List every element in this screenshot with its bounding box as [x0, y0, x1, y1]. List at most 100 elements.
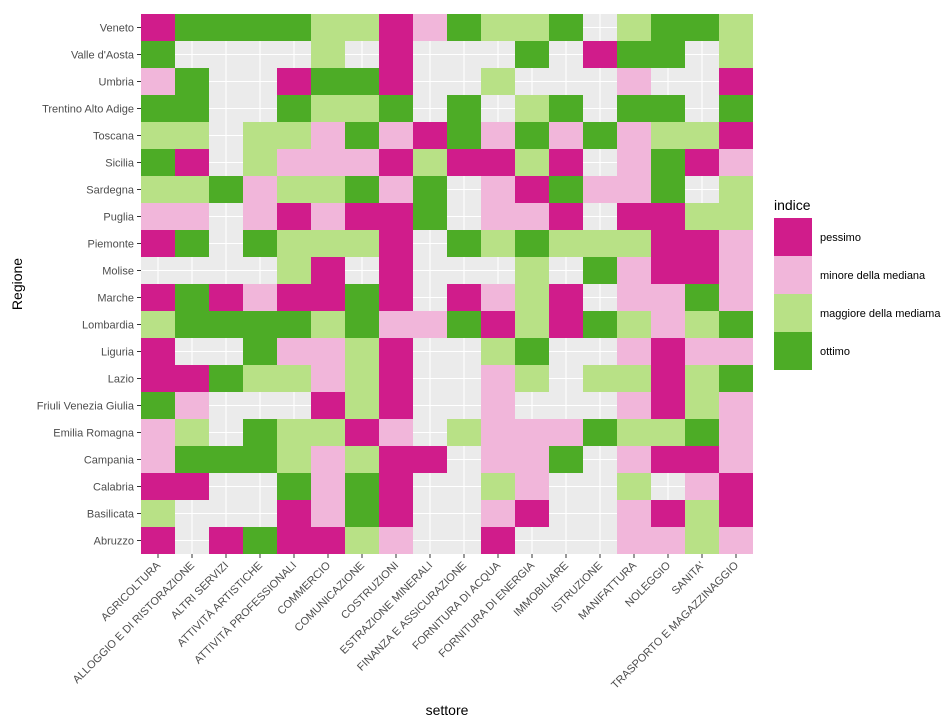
heatmap-cell	[719, 41, 753, 68]
heatmap-cell	[515, 176, 549, 203]
heatmap-cell	[617, 14, 651, 41]
y-tick-label: Sardegna	[86, 185, 135, 197]
heatmap-cell	[379, 338, 413, 365]
heatmap-cell	[617, 122, 651, 149]
heatmap-cell	[379, 149, 413, 176]
heatmap-cell	[141, 41, 175, 68]
heatmap-cell	[515, 41, 549, 68]
y-axis-title: Regione	[9, 258, 25, 310]
heatmap-cell	[379, 176, 413, 203]
heatmap-cell	[141, 392, 175, 419]
heatmap-cell	[515, 149, 549, 176]
heatmap-cell	[311, 41, 345, 68]
heatmap-cell	[413, 122, 447, 149]
heatmap-cell	[379, 122, 413, 149]
heatmap-cell	[379, 473, 413, 500]
heatmap-cell	[345, 473, 379, 500]
heatmap-cell	[379, 68, 413, 95]
heatmap-cell	[311, 419, 345, 446]
heatmap-cell	[141, 176, 175, 203]
heatmap-cell	[685, 257, 719, 284]
heatmap-cell	[175, 284, 209, 311]
heatmap-cell	[617, 284, 651, 311]
heatmap-cell	[719, 311, 753, 338]
y-tick-label: Puglia	[103, 212, 134, 224]
heatmap-cell	[277, 527, 311, 554]
heatmap-cell	[175, 14, 209, 41]
heatmap-cell	[481, 149, 515, 176]
legend-label: minore della mediana	[820, 270, 926, 282]
heatmap-cell	[379, 311, 413, 338]
heatmap-cell	[515, 311, 549, 338]
heatmap-cell	[481, 311, 515, 338]
y-tick-label: Marche	[97, 293, 134, 305]
heatmap-cell	[549, 14, 583, 41]
heatmap-cell	[719, 203, 753, 230]
heatmap-cell	[617, 527, 651, 554]
heatmap-cell	[141, 365, 175, 392]
heatmap-cell	[549, 419, 583, 446]
heatmap-cell	[447, 14, 481, 41]
legend-label: ottimo	[820, 346, 850, 358]
heatmap-cell	[651, 149, 685, 176]
heatmap-cell	[515, 122, 549, 149]
heatmap-cell	[141, 446, 175, 473]
heatmap-cell	[141, 473, 175, 500]
heatmap-cell	[243, 527, 277, 554]
heatmap-cell	[651, 527, 685, 554]
heatmap-cell	[243, 311, 277, 338]
heatmap-cell	[651, 392, 685, 419]
heatmap-cell	[243, 122, 277, 149]
heatmap-cell	[515, 203, 549, 230]
heatmap-cell	[651, 122, 685, 149]
heatmap-cell	[617, 230, 651, 257]
heatmap-cell	[719, 392, 753, 419]
heatmap-cell	[617, 68, 651, 95]
heatmap-cell	[277, 284, 311, 311]
heatmap-cell	[209, 176, 243, 203]
heatmap-cell	[277, 14, 311, 41]
heatmap-cell	[277, 203, 311, 230]
heatmap-cell	[175, 365, 209, 392]
heatmap-cell	[345, 149, 379, 176]
heatmap-cell	[311, 122, 345, 149]
heatmap-cell	[379, 446, 413, 473]
heatmap-cell	[515, 338, 549, 365]
heatmap-cell	[651, 257, 685, 284]
heatmap-cell	[175, 203, 209, 230]
heatmap-cell	[719, 257, 753, 284]
heatmap-cell	[175, 149, 209, 176]
heatmap-cell	[719, 176, 753, 203]
heatmap-cell	[345, 203, 379, 230]
heatmap-cell	[549, 149, 583, 176]
heatmap-cell	[617, 392, 651, 419]
heatmap-cell	[379, 230, 413, 257]
heatmap-cell	[345, 122, 379, 149]
heatmap-cell	[277, 311, 311, 338]
heatmap-cell	[311, 284, 345, 311]
x-tick-label: ALLOGGIO E DI RISTORAZIONE	[71, 560, 197, 686]
heatmap-cell	[243, 338, 277, 365]
heatmap-cell	[651, 203, 685, 230]
heatmap-cell	[243, 203, 277, 230]
heatmap-cell	[617, 257, 651, 284]
heatmap-cell	[617, 149, 651, 176]
heatmap-cell	[481, 446, 515, 473]
y-tick-label: Lombardia	[82, 320, 135, 332]
heatmap-cell	[379, 41, 413, 68]
heatmap-cell	[719, 230, 753, 257]
heatmap-cell	[413, 203, 447, 230]
heatmap-cell	[209, 284, 243, 311]
heatmap-cell	[243, 230, 277, 257]
heatmap-cell	[515, 230, 549, 257]
heatmap-cell	[379, 527, 413, 554]
heatmap-cell	[311, 14, 345, 41]
heatmap-cell	[311, 500, 345, 527]
heatmap-cell	[685, 473, 719, 500]
heatmap-cell	[617, 500, 651, 527]
heatmap-cell	[685, 446, 719, 473]
x-tick-label: AGRICOLTURA	[99, 559, 164, 624]
y-tick-label: Lazio	[108, 374, 134, 386]
heatmap-cell	[617, 338, 651, 365]
heatmap-cell	[277, 446, 311, 473]
